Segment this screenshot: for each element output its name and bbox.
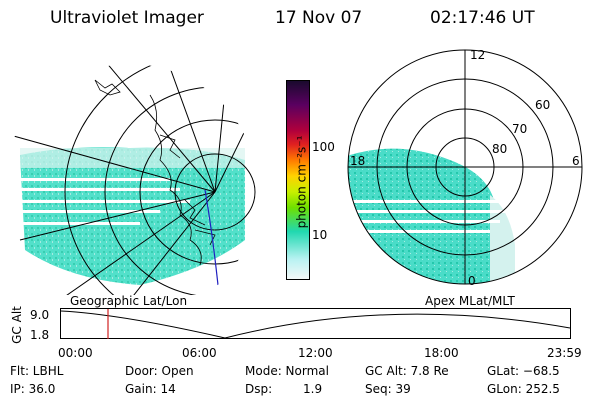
mode-status: Mode: Normal	[245, 364, 329, 378]
alt-xtick-4: 23:59	[547, 346, 582, 360]
mlt-label-0: 0	[468, 274, 476, 288]
colorbar-tick-10: 10	[312, 228, 328, 242]
mag-aurora-region	[348, 148, 495, 284]
alt-xtick-1: 06:00	[182, 346, 217, 360]
altitude-plot	[60, 308, 571, 339]
aurora-emission-region	[20, 147, 245, 285]
coastline-outline	[94, 79, 216, 266]
alt-plot-ymin: 1.8	[30, 328, 50, 342]
observation-date: 17 Nov 07	[275, 8, 363, 28]
alt-xtick-0: 00:00	[58, 346, 93, 360]
mlt-label-18: 18	[350, 154, 365, 168]
colorbar-title: photon cm⁻²s⁻¹	[294, 135, 309, 229]
dsp-value: 1.9	[303, 382, 323, 396]
glat-value: GLat: −68.5	[487, 364, 560, 378]
right-panel-caption: Apex MLat/MLT	[425, 294, 515, 308]
spacecraft-track	[204, 189, 219, 286]
altitude-curve	[60, 310, 571, 339]
glon-value: GLon: 252.5	[487, 382, 560, 396]
door-status: Door: Open	[125, 364, 194, 378]
mlat-label-70: 70	[512, 122, 527, 136]
gc-alt-value: GC Alt: 7.8 Re	[365, 364, 449, 378]
mlt-label-12: 12	[470, 48, 485, 62]
observation-time: 02:17:46 UT	[430, 8, 535, 28]
filter-label: Flt: LBHL	[10, 364, 64, 378]
left-panel-caption: Geographic Lat/Lon	[70, 294, 188, 308]
dsp-label: Dsp:	[245, 382, 273, 396]
colorbar	[286, 80, 310, 280]
alt-xtick-3: 18:00	[424, 346, 459, 360]
alt-plot-ylabel: GC Alt	[9, 306, 24, 344]
colorbar-tick-100: 100	[312, 140, 335, 154]
magnetic-image-panel: 12 18 6 0 60 70 80	[347, 48, 583, 288]
instrument-title: Ultraviolet Imager	[50, 8, 204, 28]
gain-value: Gain: 14	[125, 382, 176, 396]
mlat-label-80: 80	[492, 142, 507, 156]
alt-plot-ymax: 9.0	[30, 308, 50, 322]
alt-xtick-2: 12:00	[298, 346, 333, 360]
geographic-image-panel	[2, 64, 258, 295]
mlt-label-6: 6	[572, 154, 580, 168]
mlat-label-60: 60	[535, 98, 550, 112]
ip-value: IP: 36.0	[10, 382, 56, 396]
mlat-grid	[347, 49, 583, 285]
seq-value: Seq: 39	[365, 382, 411, 396]
